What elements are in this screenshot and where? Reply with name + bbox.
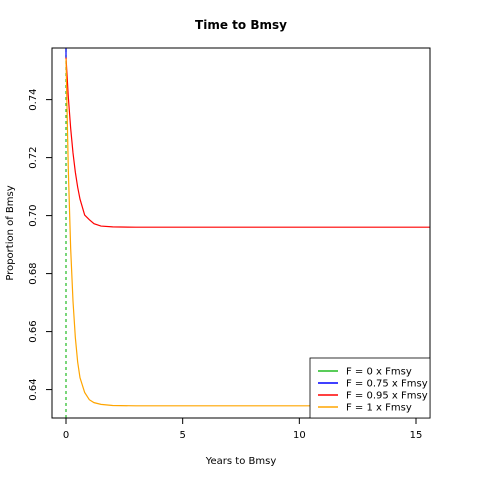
legend-label-2: F = 0.75 x Fmsy	[346, 379, 428, 390]
x-axis: 0 5 10 15	[63, 418, 423, 441]
y-tick-label: 0.74	[28, 88, 39, 110]
y-axis-label: Proportion of Bmsy	[5, 185, 16, 280]
legend-label-3: F = 0.95 x Fmsy	[346, 391, 428, 402]
y-tick-label: 0.70	[28, 204, 39, 226]
series-line-3	[65, 57, 430, 228]
y-tick-label: 0.64	[28, 378, 39, 400]
x-axis-label: Years to Bmsy	[205, 456, 277, 467]
y-tick-label: 0.66	[28, 320, 39, 342]
chart-title: Time to Bmsy	[195, 18, 287, 32]
x-tick-label: 10	[293, 430, 306, 441]
x-tick-label: 15	[410, 430, 423, 441]
y-tick-label: 0.72	[28, 146, 39, 168]
plot-frame	[51, 47, 431, 419]
y-axis: 0.64 0.66 0.68 0.70 0.72 0.74	[28, 88, 52, 401]
x-tick-label: 0	[63, 430, 69, 441]
legend-label-4: F = 1 x Fmsy	[346, 403, 412, 414]
series-line-4	[65, 59, 430, 407]
y-tick-label: 0.68	[28, 262, 39, 284]
legend-box	[309, 357, 431, 419]
series-layer	[65, 48, 430, 418]
legend-label-1: F = 0 x Fmsy	[346, 367, 412, 378]
x-tick-label: 5	[179, 430, 185, 441]
